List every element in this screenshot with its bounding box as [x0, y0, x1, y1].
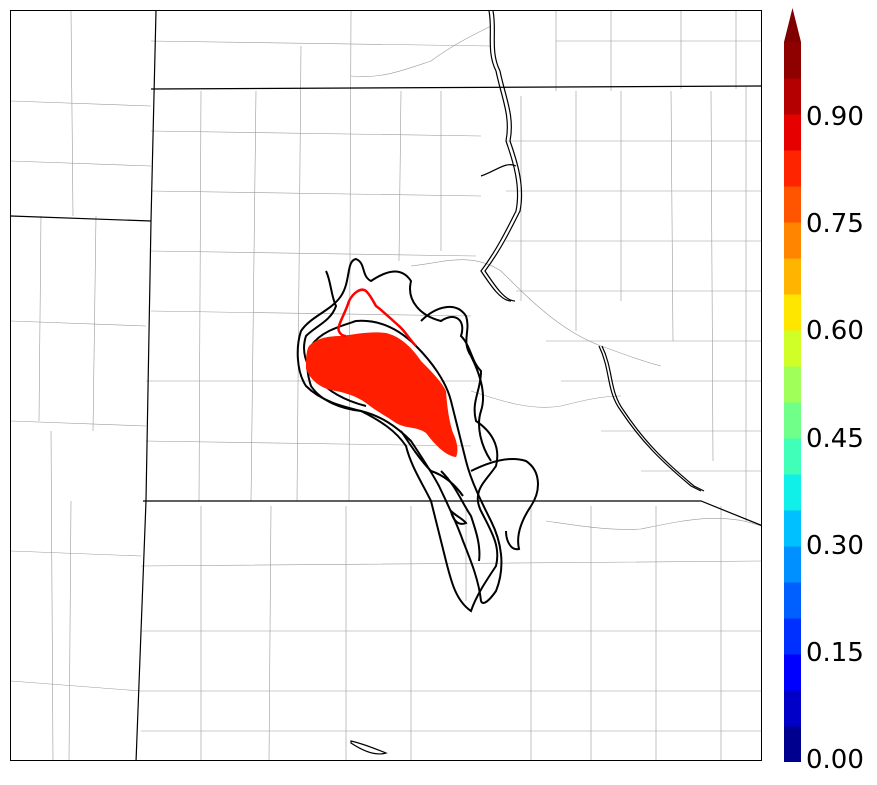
colorbar-segment — [784, 726, 801, 762]
colorbar-segment — [784, 258, 801, 295]
map-panel — [10, 10, 762, 761]
colorbar-segment — [784, 42, 801, 79]
colorbar-segment — [784, 366, 801, 403]
colorbar-segment — [784, 654, 801, 691]
colorbar-segment — [784, 114, 801, 151]
colorbar — [784, 8, 801, 762]
colorbar-tick-label-3: 0.45 — [806, 424, 864, 454]
colorbar-segment — [784, 330, 801, 367]
colorbar-segment — [784, 294, 801, 331]
map-svg — [11, 11, 761, 760]
colorbar-segment — [784, 474, 801, 511]
colorbar-segments — [784, 42, 801, 762]
colorbar-segment — [784, 438, 801, 475]
state-boundaries — [11, 11, 761, 760]
colorbar-segment — [784, 546, 801, 583]
ensemble-outlines — [296, 257, 539, 613]
colorbar-tick-label-5: 0.75 — [806, 209, 864, 239]
colorbar-tick-label-0: 0.00 — [806, 745, 864, 775]
colorbar-segment — [784, 186, 801, 223]
colorbar-segment — [784, 78, 801, 115]
colorbar-tick-label-1: 0.15 — [806, 638, 864, 668]
colorbar-segment — [784, 402, 801, 439]
colorbar-tick-label-6: 0.90 — [806, 102, 864, 132]
colorbar-segment — [784, 222, 801, 259]
colorbar-segment — [784, 150, 801, 187]
probability-region-fill — [306, 332, 458, 457]
colorbar-segment — [784, 582, 801, 619]
colorbar-extend-arrow — [784, 8, 801, 42]
colorbar-tick-label-2: 0.30 — [806, 531, 864, 561]
colorbar-tick-label-4: 0.60 — [806, 316, 864, 346]
colorbar-segment — [784, 618, 801, 655]
county-boundaries — [11, 11, 761, 760]
colorbar-segment — [784, 510, 801, 547]
highlight-outline — [337, 288, 417, 347]
colorbar-segment — [784, 690, 801, 727]
